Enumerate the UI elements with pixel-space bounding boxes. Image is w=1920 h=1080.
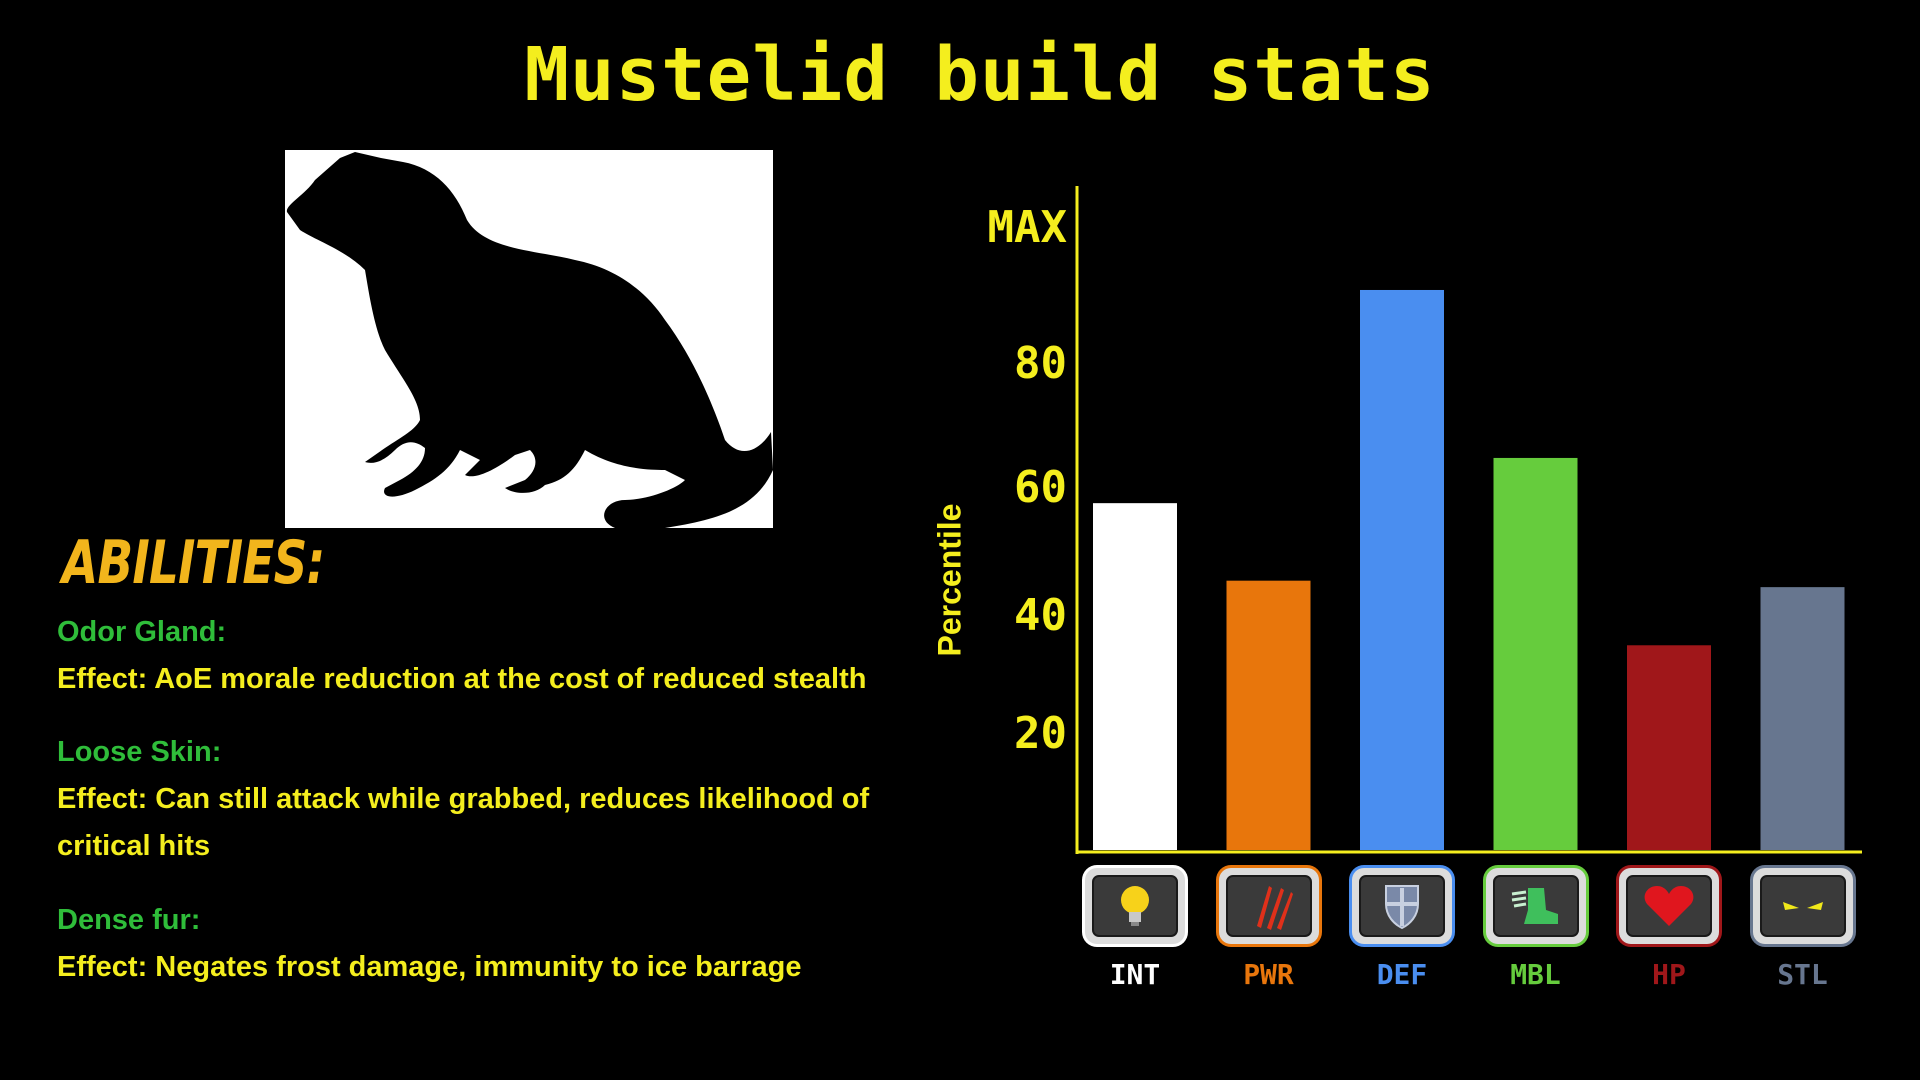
- y-tick-label: MAX: [987, 202, 1067, 253]
- category-label-stl: STL: [1777, 958, 1828, 991]
- ability-name: Dense fur:: [57, 904, 201, 936]
- ability-loose-skin: Loose Skin: Effect: Can still attack whi…: [57, 728, 937, 870]
- page-title: Mustelid build stats: [524, 32, 1436, 118]
- ability-effect: Effect: Can still attack while grabbed, …: [57, 783, 870, 862]
- bar-pwr: [1226, 580, 1311, 850]
- category-label-hp: HP: [1652, 958, 1686, 991]
- y-tick-label: 20: [1014, 708, 1067, 759]
- y-tick-label: 80: [1014, 338, 1067, 389]
- lightbulb-icon: [1085, 868, 1185, 944]
- bar-mbl: [1493, 457, 1578, 850]
- ability-effect: Effect: AoE morale reduction at the cost…: [57, 663, 867, 695]
- ability-odor-gland: Odor Gland: Effect: AoE morale reduction…: [57, 608, 937, 703]
- category-label-def: DEF: [1376, 958, 1428, 991]
- claw-marks-icon: [1218, 868, 1319, 944]
- category-label-pwr: PWR: [1243, 958, 1294, 991]
- category-label-mbl: MBL: [1510, 958, 1561, 991]
- bar-def: [1360, 289, 1444, 851]
- shield-icon: [1352, 868, 1452, 944]
- abilities-heading: ABILITIES:: [62, 528, 325, 598]
- ability-name: Odor Gland:: [57, 616, 227, 648]
- winged-boot-icon: [1485, 868, 1586, 944]
- ability-effect: Effect: Negates frost damage, immunity t…: [57, 951, 802, 983]
- eyes-icon: [1752, 868, 1853, 944]
- bar-stl: [1760, 587, 1845, 850]
- ability-dense-fur: Dense fur: Effect: Negates frost damage,…: [57, 896, 937, 991]
- bar-hp: [1627, 645, 1711, 850]
- category-label-int: INT: [1109, 958, 1161, 991]
- ability-name: Loose Skin:: [57, 736, 222, 768]
- heart-icon: [1619, 868, 1719, 944]
- mustelid-silhouette-icon: [286, 152, 773, 528]
- y-tick-label: 40: [1014, 590, 1067, 641]
- bar-int: [1093, 503, 1177, 850]
- y-tick-label: 60: [1014, 462, 1067, 513]
- mustelid-silhouette-image: [285, 150, 773, 528]
